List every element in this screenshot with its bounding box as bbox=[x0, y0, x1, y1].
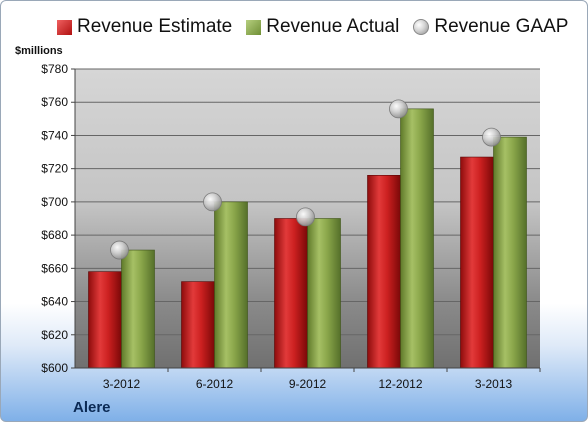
chart-title: Alere bbox=[73, 399, 111, 416]
marker-revenue-gaap bbox=[482, 127, 501, 147]
x-tick-label: 3-2012 bbox=[103, 377, 141, 391]
legend: Revenue Estimate Revenue Actual Revenue … bbox=[57, 16, 568, 38]
legend-label-estimate: Revenue Estimate bbox=[77, 16, 233, 37]
marker-revenue-gaap bbox=[110, 240, 129, 260]
legend-item-actual: Revenue Actual bbox=[246, 16, 399, 38]
x-tick-label: 6-2012 bbox=[196, 377, 234, 391]
y-tick-label: $640 bbox=[41, 295, 68, 309]
legend-swatch-gaap bbox=[413, 19, 430, 35]
y-tick-label: $600 bbox=[41, 361, 68, 375]
legend-item-gaap: Revenue GAAP bbox=[413, 16, 568, 38]
bar-revenue-estimate bbox=[88, 271, 122, 369]
y-tick-label: $660 bbox=[41, 261, 68, 275]
bar-revenue-estimate bbox=[367, 175, 401, 369]
y-axis-unit-label: $millions bbox=[15, 45, 63, 57]
y-tick-label: $740 bbox=[41, 128, 68, 142]
x-tick-label: 12-2012 bbox=[378, 377, 422, 391]
bar-revenue-actual bbox=[400, 108, 434, 369]
x-tick-label: 9-2012 bbox=[289, 377, 327, 391]
bar-revenue-actual bbox=[493, 136, 527, 369]
legend-label-actual: Revenue Actual bbox=[266, 16, 400, 37]
marker-revenue-gaap bbox=[389, 99, 408, 119]
bar-revenue-estimate bbox=[460, 156, 494, 369]
x-tick-label: 3-2013 bbox=[475, 377, 513, 391]
y-tick-label: $680 bbox=[41, 228, 68, 242]
marker-revenue-gaap bbox=[296, 207, 315, 227]
legend-item-estimate: Revenue Estimate bbox=[57, 16, 232, 38]
y-tick-label: $720 bbox=[41, 162, 68, 176]
y-tick-label: $780 bbox=[41, 62, 68, 76]
bar-revenue-actual bbox=[214, 201, 248, 369]
y-tick-label: $620 bbox=[41, 328, 68, 342]
legend-label-gaap: Revenue GAAP bbox=[434, 16, 569, 37]
legend-swatch-actual bbox=[246, 19, 262, 35]
legend-swatch-estimate bbox=[57, 19, 72, 35]
y-tick-label: $700 bbox=[41, 195, 68, 209]
y-tick-label: $760 bbox=[41, 95, 68, 109]
marker-revenue-gaap bbox=[203, 192, 222, 212]
bar-revenue-estimate bbox=[181, 281, 215, 369]
bar-revenue-estimate bbox=[274, 218, 308, 369]
bar-revenue-actual bbox=[307, 218, 341, 369]
bar-revenue-actual bbox=[121, 249, 155, 369]
